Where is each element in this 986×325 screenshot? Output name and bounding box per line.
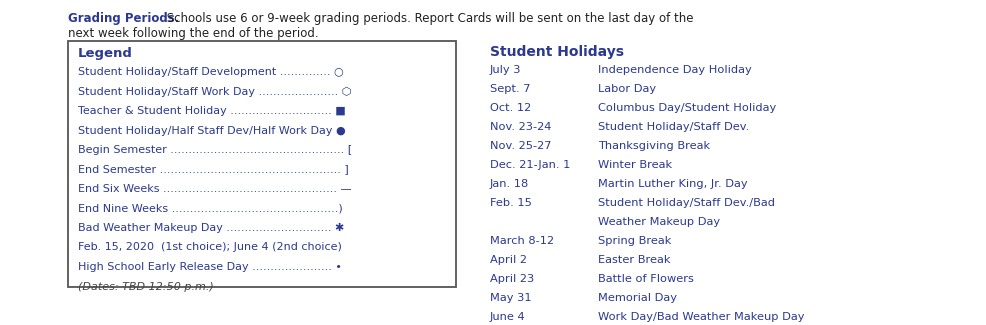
Text: Oct. 12: Oct. 12 bbox=[490, 103, 531, 113]
Text: Student Holiday/Staff Development .............. ○: Student Holiday/Staff Development ......… bbox=[78, 67, 344, 77]
Text: Student Holiday/Staff Dev.: Student Holiday/Staff Dev. bbox=[598, 122, 749, 132]
Text: Winter Break: Winter Break bbox=[598, 160, 672, 170]
Text: Student Holiday/Staff Work Day ...................... ⬡: Student Holiday/Staff Work Day .........… bbox=[78, 86, 351, 97]
Text: April 23: April 23 bbox=[490, 274, 534, 284]
Text: Feb. 15: Feb. 15 bbox=[490, 198, 531, 208]
Text: Easter Break: Easter Break bbox=[598, 255, 670, 265]
Text: Work Day/Bad Weather Makeup Day: Work Day/Bad Weather Makeup Day bbox=[598, 312, 805, 322]
Text: July 3: July 3 bbox=[490, 65, 522, 75]
Text: (Dates: TBD 12:50 p.m.): (Dates: TBD 12:50 p.m.) bbox=[78, 281, 214, 292]
Text: Thanksgiving Break: Thanksgiving Break bbox=[598, 141, 710, 151]
Text: End Six Weeks ................................................ —: End Six Weeks ..........................… bbox=[78, 184, 352, 194]
Text: May 31: May 31 bbox=[490, 293, 531, 303]
Text: Weather Makeup Day: Weather Makeup Day bbox=[598, 217, 720, 227]
FancyBboxPatch shape bbox=[68, 41, 456, 287]
Text: End Nine Weeks ..............................................): End Nine Weeks .........................… bbox=[78, 203, 343, 214]
Text: Feb. 15, 2020  (1st choice); June 4 (2nd choice): Feb. 15, 2020 (1st choice); June 4 (2nd … bbox=[78, 242, 342, 253]
Text: Student Holidays: Student Holidays bbox=[490, 45, 624, 59]
Text: Jan. 18: Jan. 18 bbox=[490, 179, 529, 189]
Text: Legend: Legend bbox=[78, 47, 133, 60]
Text: Schools use 6 or 9-week grading periods. Report Cards will be sent on the last d: Schools use 6 or 9-week grading periods.… bbox=[163, 12, 693, 25]
Text: Spring Break: Spring Break bbox=[598, 236, 671, 246]
Text: June 4: June 4 bbox=[490, 312, 526, 322]
Text: Memorial Day: Memorial Day bbox=[598, 293, 677, 303]
Text: Battle of Flowers: Battle of Flowers bbox=[598, 274, 694, 284]
Text: April 2: April 2 bbox=[490, 255, 527, 265]
Text: Grading Periods.: Grading Periods. bbox=[68, 12, 179, 25]
Text: Student Holiday/Half Staff Dev/Half Work Day ●: Student Holiday/Half Staff Dev/Half Work… bbox=[78, 125, 346, 136]
Text: Bad Weather Makeup Day ............................. ✱: Bad Weather Makeup Day .................… bbox=[78, 223, 344, 233]
Text: Nov. 23-24: Nov. 23-24 bbox=[490, 122, 551, 132]
Text: Nov. 25-27: Nov. 25-27 bbox=[490, 141, 551, 151]
Text: Begin Semester ................................................ [: Begin Semester .........................… bbox=[78, 145, 352, 155]
Text: Student Holiday/Staff Dev./Bad: Student Holiday/Staff Dev./Bad bbox=[598, 198, 775, 208]
Text: March 8-12: March 8-12 bbox=[490, 236, 554, 246]
Text: High School Early Release Day ...................... •: High School Early Release Day ..........… bbox=[78, 262, 342, 272]
Text: End Semester .................................................. ]: End Semester ...........................… bbox=[78, 164, 349, 175]
Text: next week following the end of the period.: next week following the end of the perio… bbox=[68, 27, 318, 40]
Text: Dec. 21-Jan. 1: Dec. 21-Jan. 1 bbox=[490, 160, 570, 170]
Text: Martin Luther King, Jr. Day: Martin Luther King, Jr. Day bbox=[598, 179, 747, 189]
Text: Labor Day: Labor Day bbox=[598, 84, 656, 94]
Text: Columbus Day/Student Holiday: Columbus Day/Student Holiday bbox=[598, 103, 776, 113]
Text: Sept. 7: Sept. 7 bbox=[490, 84, 530, 94]
Text: Teacher & Student Holiday ............................ ■: Teacher & Student Holiday ..............… bbox=[78, 106, 346, 116]
Text: Independence Day Holiday: Independence Day Holiday bbox=[598, 65, 751, 75]
